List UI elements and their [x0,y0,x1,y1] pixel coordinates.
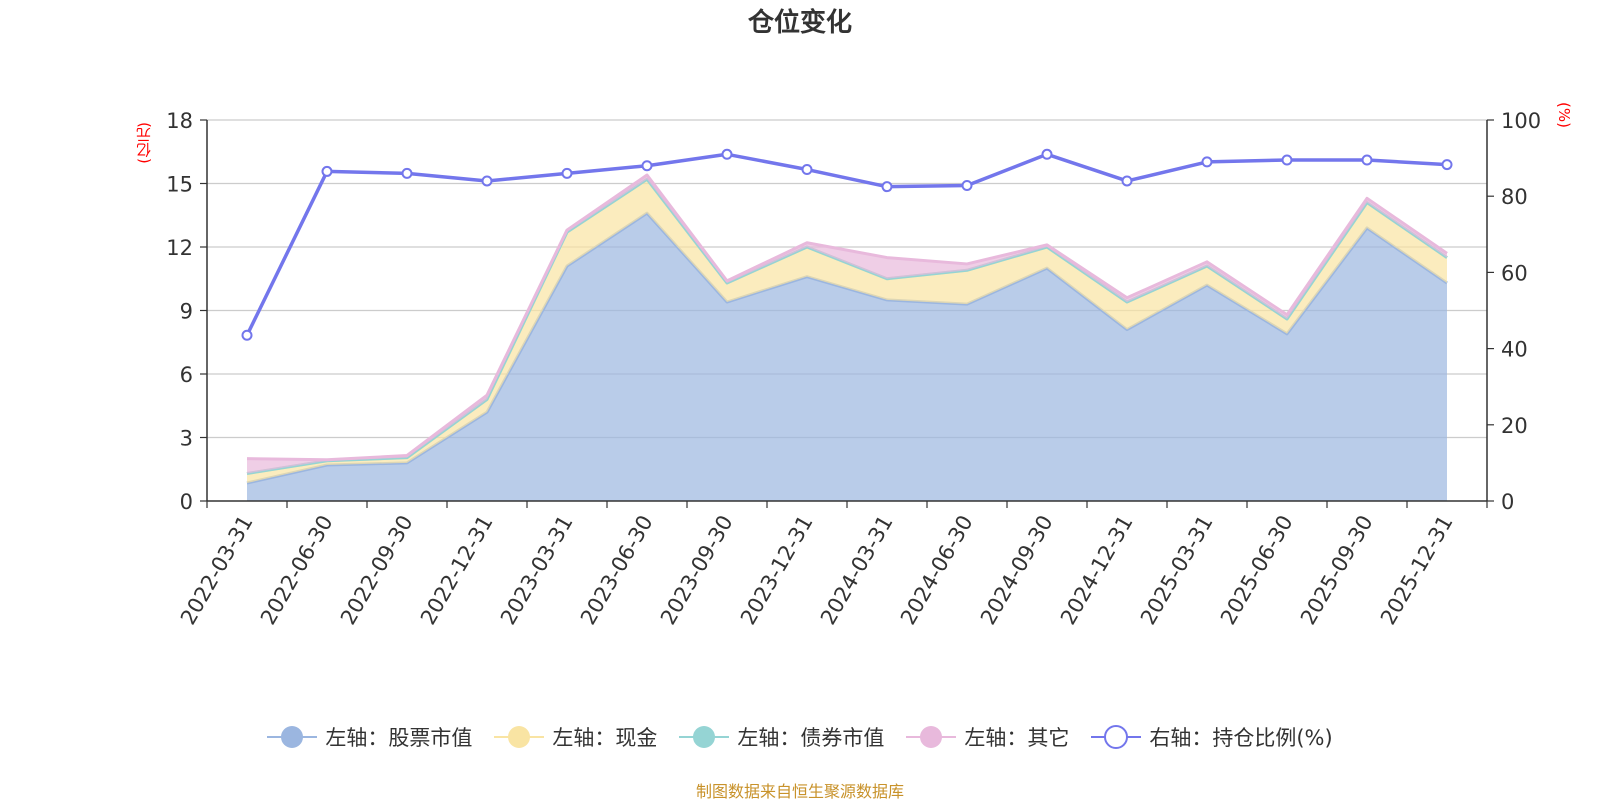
ratio-point [561,167,573,179]
left-tick-label: 18 [166,109,193,133]
left-tick-label: 0 [180,490,193,514]
position-chart: 0 3 6 9 12 15 18 0 20 40 60 80 100 2022-03-312022-06-… [166,109,1541,629]
x-tick-label: 2022-06-30 [256,511,338,629]
legend-label: 左轴：股票市值 [325,726,473,750]
x-tick-label: 2024-03-31 [816,511,898,629]
legend-item[interactable]: 左轴：现金 [494,722,657,752]
legend-label: 左轴：债券市值 [737,726,885,750]
legend-item[interactable]: 左轴：其它 [906,722,1069,752]
x-tick-label: 2024-09-30 [976,511,1058,629]
area-line-e8b9dc [246,173,1448,462]
x-tick-label: 2023-03-31 [496,511,578,629]
right-tick-label: 20 [1501,414,1528,438]
right-tick-label: 40 [1501,338,1528,362]
ratio-point [721,148,733,160]
x-tick-label: 2024-06-30 [896,511,978,629]
right-tick-label: 0 [1501,490,1514,514]
ratio-point [641,160,653,172]
ratio-point [1201,156,1213,168]
ratio-line [245,152,1448,337]
legend-label: 右轴：持仓比例(%) [1149,726,1333,750]
ratio-point [1441,159,1453,171]
ratio-point [1041,148,1053,160]
left-tick-label: 9 [180,300,193,324]
ratio-point [1281,154,1293,166]
ratio-point [481,175,493,187]
legend: 左轴：股票市值 左轴：现金 左轴：债券市值 左轴：其它 右轴：持仓比例(%) [0,722,1600,752]
x-tick-label: 2025-09-30 [1296,511,1378,629]
legend-item[interactable]: 右轴：持仓比例(%) [1091,722,1333,752]
x-tick-label: 2023-09-30 [656,511,738,629]
left-tick-label: 3 [180,427,193,451]
data-source-note: 制图数据来自恒生聚源数据库 [695,782,904,801]
ratio-point [961,180,973,192]
area-9bb6e0 [247,213,1447,501]
legend-marker-icon [494,726,545,748]
x-tick-label: 2025-03-31 [1136,511,1218,629]
ratio-point [1361,154,1373,166]
x-tick-label: 2022-12-31 [416,511,498,629]
ratio-point [1121,175,1133,187]
x-tick-label: 2025-12-31 [1376,511,1458,629]
right-axis-unit: (%) [1555,102,1573,128]
ratio-point [401,167,413,179]
chart-title: 仓位变化 [747,8,852,38]
x-tick-label: 2024-12-31 [1056,511,1138,629]
right-tick-label: 60 [1501,261,1528,285]
legend-item[interactable]: 左轴：债券市值 [679,722,884,752]
legend-marker-icon [267,726,318,748]
legend-item[interactable]: 左轴：股票市值 [267,722,472,752]
ratio-point [801,164,813,176]
legend-marker-icon [679,726,730,748]
legend-label: 左轴：现金 [552,726,658,750]
ratio-point [321,165,333,177]
right-tick-label: 80 [1501,185,1528,209]
left-tick-label: 15 [166,173,193,197]
x-tick-label: 2022-09-30 [336,511,418,629]
x-tick-label: 2022-03-31 [176,511,258,629]
legend-marker-icon [1091,725,1142,749]
legend-marker-icon [906,726,957,748]
left-tick-label: 6 [180,363,193,387]
ratio-point [241,329,253,341]
x-tick-label: 2023-12-31 [736,511,818,629]
legend-label: 左轴：其它 [964,726,1070,750]
x-tick-label: 2025-06-30 [1216,511,1298,629]
right-tick-label: 100 [1501,109,1541,133]
left-tick-label: 12 [166,236,193,260]
x-tick-label: 2023-06-30 [576,511,658,629]
ratio-point [881,181,893,193]
